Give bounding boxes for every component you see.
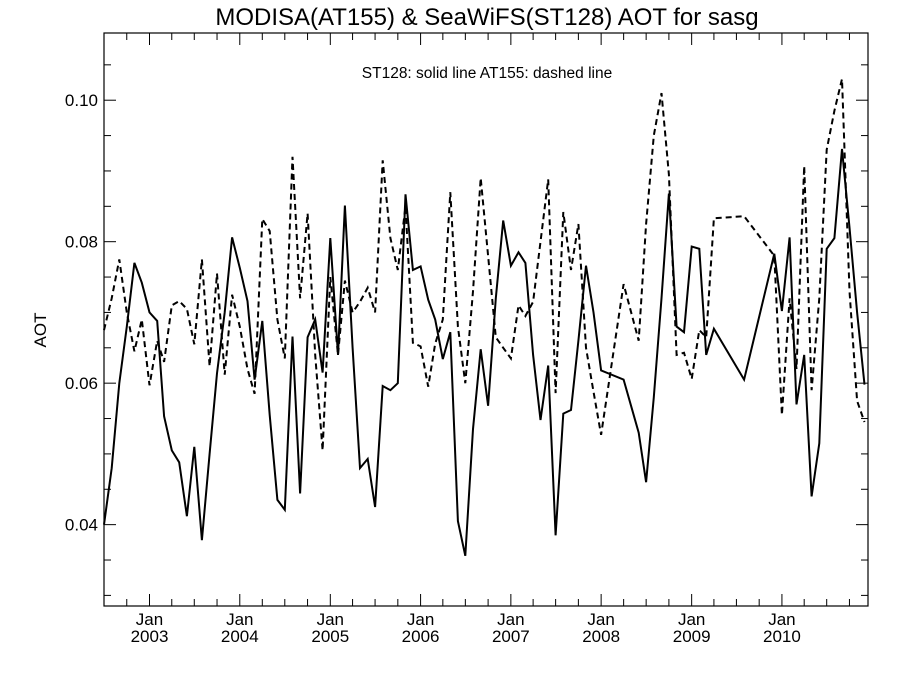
x-tick-label-month: Jan <box>587 610 614 629</box>
axes: 0.040.060.080.10Jan2003Jan2004Jan2005Jan… <box>65 32 869 646</box>
y-tick-label: 0.04 <box>65 516 98 535</box>
series-line-at155 <box>103 78 866 451</box>
x-tick-label-year: 2010 <box>763 627 801 646</box>
x-tick-label-year: 2005 <box>311 627 349 646</box>
x-tick-label-year: 2004 <box>221 627 259 646</box>
series-lines <box>103 78 866 557</box>
x-tick-label-month: Jan <box>768 610 795 629</box>
x-tick-label-month: Jan <box>497 610 524 629</box>
x-tick-label-year: 2007 <box>492 627 530 646</box>
x-tick-label-year: 2009 <box>673 627 711 646</box>
x-tick-label-month: Jan <box>136 610 163 629</box>
y-axis-label: AOT <box>31 313 50 348</box>
x-tick-label-month: Jan <box>407 610 434 629</box>
x-tick-label-year: 2008 <box>582 627 620 646</box>
y-tick-label: 0.08 <box>65 233 98 252</box>
x-tick-label-month: Jan <box>678 610 705 629</box>
plot-frame <box>103 32 869 607</box>
legend-annotation: ST128: solid line AT155: dashed line <box>362 65 612 82</box>
x-tick-label-month: Jan <box>226 610 253 629</box>
y-tick-label: 0.10 <box>65 91 98 110</box>
chart-title: MODISA(AT155) & SeaWiFS(ST128) AOT for s… <box>215 4 758 31</box>
x-tick-label-year: 2003 <box>131 627 169 646</box>
x-tick-label-year: 2006 <box>402 627 440 646</box>
x-tick-label-month: Jan <box>317 610 344 629</box>
series-line-st128 <box>103 148 866 557</box>
y-tick-label: 0.06 <box>65 374 98 393</box>
